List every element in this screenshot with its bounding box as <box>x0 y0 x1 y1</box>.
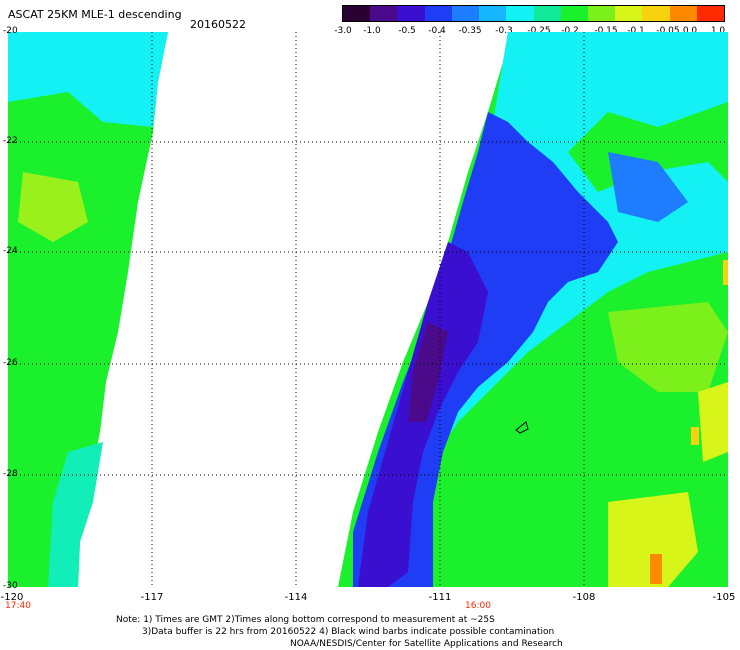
lat-label: -24 <box>3 246 18 256</box>
graticule <box>8 32 728 587</box>
right-swath-yellow-east <box>698 382 728 462</box>
color-scale-segment <box>424 6 452 21</box>
color-scale-segment <box>343 6 371 21</box>
color-scale-segment <box>587 6 616 21</box>
left-swath-teal <box>48 442 103 587</box>
orange-patch-east <box>691 427 699 445</box>
left-swath-cyan <box>8 32 168 127</box>
footnote-line: 3)Data buffer is 22 hrs from 20160522 4)… <box>142 627 555 637</box>
color-scale-bar <box>342 5 725 22</box>
scale-label: -0.35 <box>458 26 482 36</box>
right-swath-lime-east <box>608 302 728 392</box>
scale-label: -0.3 <box>495 26 513 36</box>
color-scale-segment <box>397 6 425 21</box>
contamination-marker <box>515 421 529 434</box>
footnote-line: NOAA/NESDIS/Center for Satellite Applica… <box>290 639 563 649</box>
lat-label: -22 <box>3 136 18 146</box>
left-swath-lime <box>18 172 88 242</box>
right-swath-sky <box>608 152 688 222</box>
color-scale-segment <box>479 6 507 21</box>
color-scale-segment <box>615 6 643 21</box>
lon-label: -120 <box>0 592 24 603</box>
lat-label: -30 <box>3 581 18 591</box>
lat-label: -20 <box>3 26 18 36</box>
color-scale-segment <box>642 6 670 21</box>
lon-label: -114 <box>284 592 308 603</box>
scale-label: -0.4 <box>428 26 446 36</box>
color-scale-segment <box>370 6 398 21</box>
color-scale-labels: -3.0 -1.0 -0.5 -0.4 -0.35 -0.3 -0.25 -0.… <box>330 26 740 38</box>
color-scale-segment <box>533 6 561 21</box>
right-swath-purple <box>408 322 448 422</box>
lon-label: -111 <box>428 592 452 603</box>
scale-label: -0.1 <box>627 26 645 36</box>
lon-label: -117 <box>140 592 164 603</box>
wind-data-map <box>8 32 728 587</box>
scale-label: -0.15 <box>594 26 618 36</box>
scale-label: -1.0 <box>363 26 381 36</box>
time-label: 16:00 <box>465 601 491 611</box>
orange-patch-north <box>723 260 728 285</box>
right-swath-yellow-south <box>608 492 698 587</box>
color-scale-segment <box>669 6 697 21</box>
color-scale-segment <box>506 6 534 21</box>
scale-label: 1.0 <box>710 26 726 36</box>
footnote-line: Note: 1) Times are GMT 2)Times along bot… <box>116 615 495 625</box>
lat-label: -28 <box>3 469 18 479</box>
scale-label: -0.5 <box>398 26 416 36</box>
map-title: ASCAT 25KM MLE-1 descending <box>8 8 182 21</box>
orange-patch <box>650 554 662 584</box>
scale-label: -0.05 <box>656 26 680 36</box>
color-scale-segment <box>696 6 725 21</box>
map-date: 20160522 <box>190 18 246 31</box>
lon-label: -108 <box>572 592 596 603</box>
scale-label: -0.25 <box>527 26 551 36</box>
left-swath <box>8 32 168 587</box>
color-scale-segment <box>451 6 480 21</box>
lon-label: -105 <box>712 592 736 603</box>
right-swath-cyan <box>388 32 728 587</box>
time-label: 17:40 <box>5 601 31 611</box>
scale-label: 0.0 <box>682 26 698 36</box>
color-scale-segment <box>560 6 588 21</box>
lat-label: -26 <box>3 358 18 368</box>
scale-label: -3.0 <box>334 26 352 36</box>
scale-label: -0.2 <box>561 26 579 36</box>
